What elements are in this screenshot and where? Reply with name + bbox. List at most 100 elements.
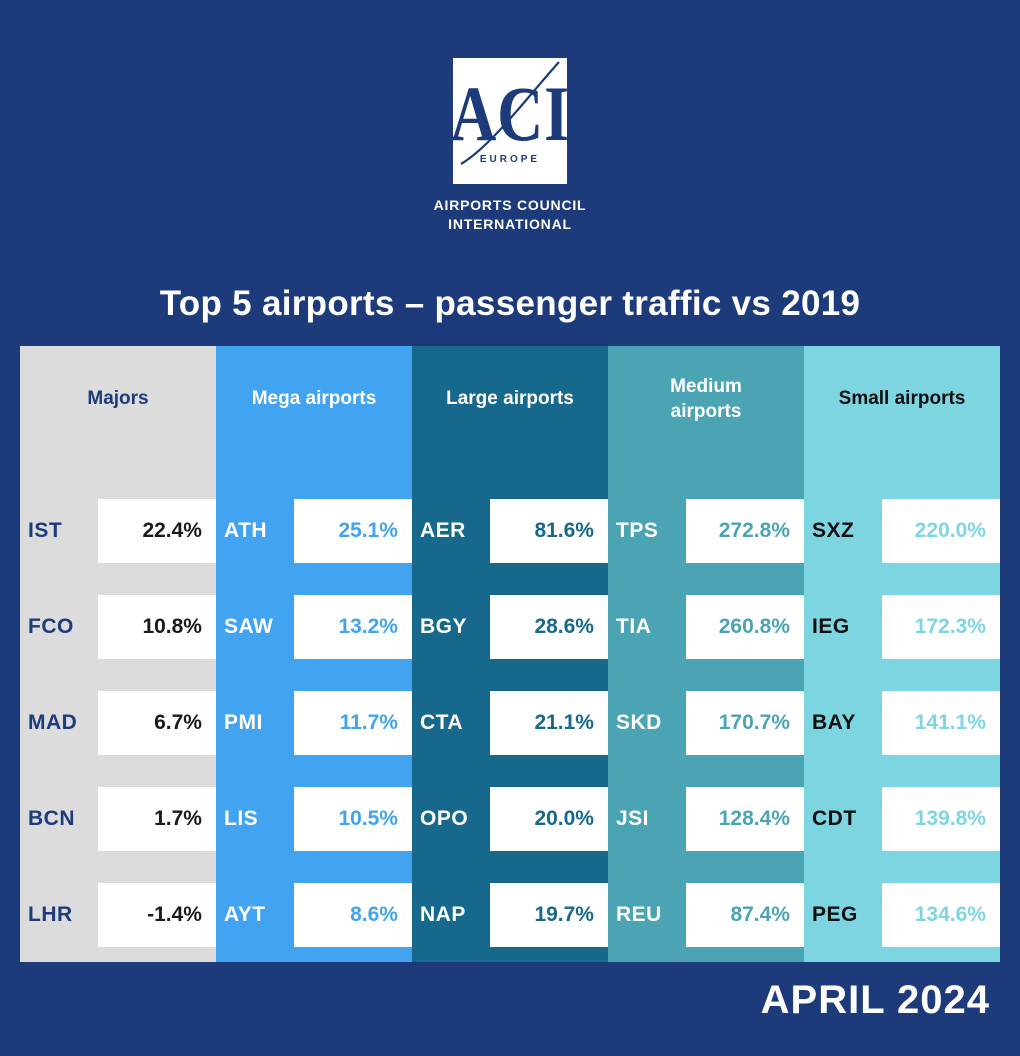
airport-row: FCO 10.8% — [20, 594, 216, 659]
airport-row: JSI 128.4% — [608, 786, 804, 851]
logo-region-label: EUROPE — [479, 153, 541, 165]
group-medium-airports: Medium airports TPS 272.8% TIA 260.8% SKD 170.… — [608, 345, 804, 962]
group-mega-airports: Mega airports ATH 25.1% SAW 13.2% PMI 11.7% LIS… — [216, 345, 412, 962]
group-large-airports: Large airports AER 81.6% BGY 28.6% CTA 21.1% OP… — [412, 345, 608, 962]
airport-row: IST 22.4% — [20, 498, 216, 563]
logo-area: ACI EUROPE AIRPORTS COUNCIL INTERNATIONA… — [0, 0, 1020, 234]
aci-europe-logo: ACI EUROPE — [450, 58, 570, 184]
airport-row: TPS 272.8% — [608, 498, 804, 563]
group-body: AER 81.6% BGY 28.6% CTA 21.1% OPO 20.0% NAP 19.7% — [412, 453, 608, 962]
airport-row: PEG 134.6% — [804, 882, 1000, 947]
airport-code: CDT — [812, 806, 857, 830]
airport-code: BGY — [420, 614, 468, 638]
airport-row: SAW 13.2% — [216, 594, 412, 659]
traffic-value: 134.6% — [882, 882, 1000, 947]
traffic-value: 6.7% — [98, 690, 216, 755]
page-title: Top 5 airports – passenger traffic vs 20… — [159, 283, 861, 323]
airport-code: TIA — [616, 614, 652, 638]
traffic-value: 170.7% — [686, 690, 804, 755]
traffic-value: 1.7% — [98, 786, 216, 851]
airport-row: LIS 10.5% — [216, 786, 412, 851]
logo-swoosh-icon — [460, 61, 560, 165]
traffic-value: 220.0% — [882, 498, 1000, 563]
traffic-value: 13.2% — [294, 594, 412, 659]
traffic-value: -1.4% — [98, 882, 216, 947]
airport-code: BCN — [28, 806, 75, 830]
group-body: SXZ 220.0% IEG 172.3% BAY 141.1% CDT 139.8% PEG 1… — [804, 453, 1000, 962]
group-body: ATH 25.1% SAW 13.2% PMI 11.7% LIS 10.5% AYT 8.6% — [216, 453, 412, 962]
airport-row: CTA 21.1% — [412, 690, 608, 755]
airport-row: CDT 139.8% — [804, 786, 1000, 851]
airport-row: BAY 141.1% — [804, 690, 1000, 755]
infographic-page: ACI EUROPE AIRPORTS COUNCIL INTERNATIONA… — [0, 0, 1020, 1022]
traffic-value: 21.1% — [490, 690, 608, 755]
airport-code: REU — [616, 902, 662, 926]
airport-code: IEG — [812, 614, 850, 638]
traffic-value: 139.8% — [882, 786, 1000, 851]
airport-row: BCN 1.7% — [20, 786, 216, 851]
airport-row: SKD 170.7% — [608, 690, 804, 755]
traffic-value: 260.8% — [686, 594, 804, 659]
group-body: TPS 272.8% TIA 260.8% SKD 170.7% JSI 128.4% REU 8… — [608, 453, 804, 962]
traffic-value: 10.8% — [98, 594, 216, 659]
airport-row: SXZ 220.0% — [804, 498, 1000, 563]
group-header: Small airports — [804, 345, 1000, 454]
traffic-value: 87.4% — [686, 882, 804, 947]
airport-code: LHR — [28, 902, 73, 926]
airports-comparison-table: Majors IST 22.4% FCO 10.8% MAD 6.7% BCN 1.7% LHR -… — [20, 345, 1000, 962]
traffic-value: 25.1% — [294, 498, 412, 563]
group-header: Mega airports — [216, 345, 412, 454]
period-label: APRIL 2024 — [760, 977, 990, 1022]
traffic-value: 128.4% — [686, 786, 804, 851]
airport-code: TPS — [616, 518, 659, 542]
airport-row: IEG 172.3% — [804, 594, 1000, 659]
traffic-value: 10.5% — [294, 786, 412, 851]
traffic-value: 19.7% — [490, 882, 608, 947]
airport-row: BGY 28.6% — [412, 594, 608, 659]
traffic-value: 141.1% — [882, 690, 1000, 755]
airport-code: JSI — [616, 806, 650, 830]
traffic-value: 272.8% — [686, 498, 804, 563]
traffic-value: 28.6% — [490, 594, 608, 659]
logo-caption-line1: AIRPORTS COUNCIL — [433, 197, 587, 213]
airport-code: SXZ — [812, 518, 855, 542]
airport-code: SKD — [616, 710, 662, 734]
airport-code: CTA — [420, 710, 464, 734]
group-header: Medium airports — [608, 345, 804, 454]
logo-acronym: ACI — [450, 70, 570, 158]
airport-row: TIA 260.8% — [608, 594, 804, 659]
traffic-value: 22.4% — [98, 498, 216, 563]
logo-caption-line2: INTERNATIONAL — [448, 215, 572, 232]
airport-row: LHR -1.4% — [20, 882, 216, 947]
airport-code: PMI — [224, 710, 263, 734]
airport-row: ATH 25.1% — [216, 498, 412, 563]
group-body: IST 22.4% FCO 10.8% MAD 6.7% BCN 1.7% LHR -1.4% — [20, 453, 216, 962]
traffic-value: 172.3% — [882, 594, 1000, 659]
traffic-value: 81.6% — [490, 498, 608, 563]
airport-code: NAP — [420, 902, 466, 926]
group-header: Majors — [20, 345, 216, 454]
airport-code: PEG — [812, 902, 858, 926]
airport-row: AER 81.6% — [412, 498, 608, 563]
airport-code: ATH — [224, 518, 268, 542]
traffic-value: 8.6% — [294, 882, 412, 947]
group-small-airports: Small airports SXZ 220.0% IEG 172.3% BAY 141.1… — [804, 345, 1000, 962]
logo-caption: AIRPORTS COUNCIL INTERNATIONAL — [434, 196, 587, 234]
airport-row: OPO 20.0% — [412, 786, 608, 851]
airport-code: AYT — [224, 902, 266, 926]
airport-code: OPO — [420, 806, 469, 830]
airport-code: IST — [28, 518, 63, 542]
airport-code: BAY — [812, 710, 856, 734]
traffic-value: 11.7% — [294, 690, 412, 755]
group-header: Large airports — [412, 345, 608, 454]
airport-code: SAW — [224, 614, 274, 638]
airport-code: FCO — [28, 614, 74, 638]
airport-row: MAD 6.7% — [20, 690, 216, 755]
airport-row: PMI 11.7% — [216, 690, 412, 755]
airport-code: AER — [420, 518, 466, 542]
airport-row: REU 87.4% — [608, 882, 804, 947]
airport-code: LIS — [224, 806, 259, 830]
group-majors: Majors IST 22.4% FCO 10.8% MAD 6.7% BCN 1.7% LHR -… — [20, 345, 216, 962]
traffic-value: 20.0% — [490, 786, 608, 851]
airport-row: AYT 8.6% — [216, 882, 412, 947]
